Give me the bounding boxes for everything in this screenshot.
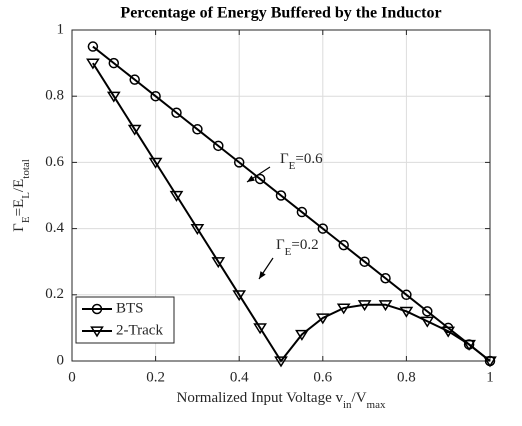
marker xyxy=(213,140,224,152)
y-axis-label-subscript: L xyxy=(20,192,32,199)
annotation-arrowhead xyxy=(259,271,266,279)
marker xyxy=(274,356,288,368)
marker xyxy=(441,326,456,338)
marker xyxy=(106,91,121,103)
y-axis-label-part: /E xyxy=(11,179,27,192)
marker xyxy=(253,323,267,335)
marker xyxy=(401,289,412,301)
legend-box xyxy=(75,296,175,344)
chart-title: Percentage of Energy Buffered by the Ind… xyxy=(120,5,441,22)
marker xyxy=(399,306,414,318)
x-tick-label: 0.2 xyxy=(146,369,165,385)
marker xyxy=(317,223,329,234)
y-tick-label: 0.2 xyxy=(45,286,64,302)
marker xyxy=(211,257,226,269)
annotation-subscript: E xyxy=(285,246,292,258)
y-axis-label: ΓE=EL/Etotal xyxy=(11,159,31,232)
marker xyxy=(169,190,184,202)
marker xyxy=(275,190,287,201)
marker xyxy=(232,290,247,302)
marker xyxy=(87,41,99,52)
x-tick-label: 0.6 xyxy=(313,369,332,385)
y-axis-label-part: Γ xyxy=(11,223,27,232)
y-tick-label: 0.8 xyxy=(45,88,64,104)
marker xyxy=(462,339,476,351)
marker xyxy=(192,124,203,135)
y-tick-label: 0 xyxy=(57,352,65,368)
annotation-arrowhead xyxy=(247,175,255,182)
legend-marker xyxy=(90,326,104,338)
legend-marker xyxy=(91,303,103,315)
marker xyxy=(336,303,351,315)
y-tick-label: 1 xyxy=(57,21,65,37)
legend-label: 2-Track xyxy=(116,322,163,338)
marker xyxy=(483,356,497,368)
marker xyxy=(171,107,182,118)
x-tick-label: 0.4 xyxy=(230,369,249,385)
y-axis-label-subscript: total xyxy=(20,159,32,179)
marker xyxy=(378,300,393,312)
annotation-part: Γ xyxy=(276,237,285,253)
annotation-part: =0.6 xyxy=(295,151,323,167)
marker xyxy=(233,157,245,168)
marker xyxy=(296,206,308,218)
annotation: ΓE=0.2 xyxy=(276,237,319,257)
marker xyxy=(254,173,266,185)
marker xyxy=(380,273,391,284)
x-axis-label-subscript: in xyxy=(343,399,352,411)
marker xyxy=(150,90,161,102)
annotation-subscript: E xyxy=(289,160,296,172)
marker xyxy=(338,239,349,251)
x-axis-label-part: /V xyxy=(352,390,367,406)
x-tick-label: 0.8 xyxy=(397,369,416,385)
marker xyxy=(357,300,372,312)
x-axis-label-subscript: max xyxy=(367,399,386,411)
x-tick-label: 0 xyxy=(68,369,76,385)
y-axis-label-part: =E xyxy=(11,199,27,217)
marker xyxy=(108,57,120,69)
x-axis-label: Normalized Input Voltage vin/Vmax xyxy=(176,390,386,410)
annotation: ΓE=0.6 xyxy=(280,151,323,171)
x-tick-label: 1 xyxy=(486,369,494,385)
marker xyxy=(315,313,330,325)
marker xyxy=(422,306,433,317)
y-axis-label-subscript: E xyxy=(20,216,32,223)
marker xyxy=(86,58,100,70)
y-tick-label: 0.6 xyxy=(45,154,64,170)
marker xyxy=(420,316,435,328)
x-axis-label-part: Normalized Input Voltage v xyxy=(176,390,343,406)
marker xyxy=(127,124,142,136)
annotation-part: =0.2 xyxy=(291,237,318,253)
marker xyxy=(359,256,370,267)
y-tick-label: 0.4 xyxy=(45,220,64,236)
marker xyxy=(129,74,140,85)
marker xyxy=(190,224,205,235)
annotation-part: Γ xyxy=(280,151,289,167)
marker xyxy=(148,157,163,169)
legend-label: BTS xyxy=(116,300,144,316)
marker xyxy=(295,329,309,341)
